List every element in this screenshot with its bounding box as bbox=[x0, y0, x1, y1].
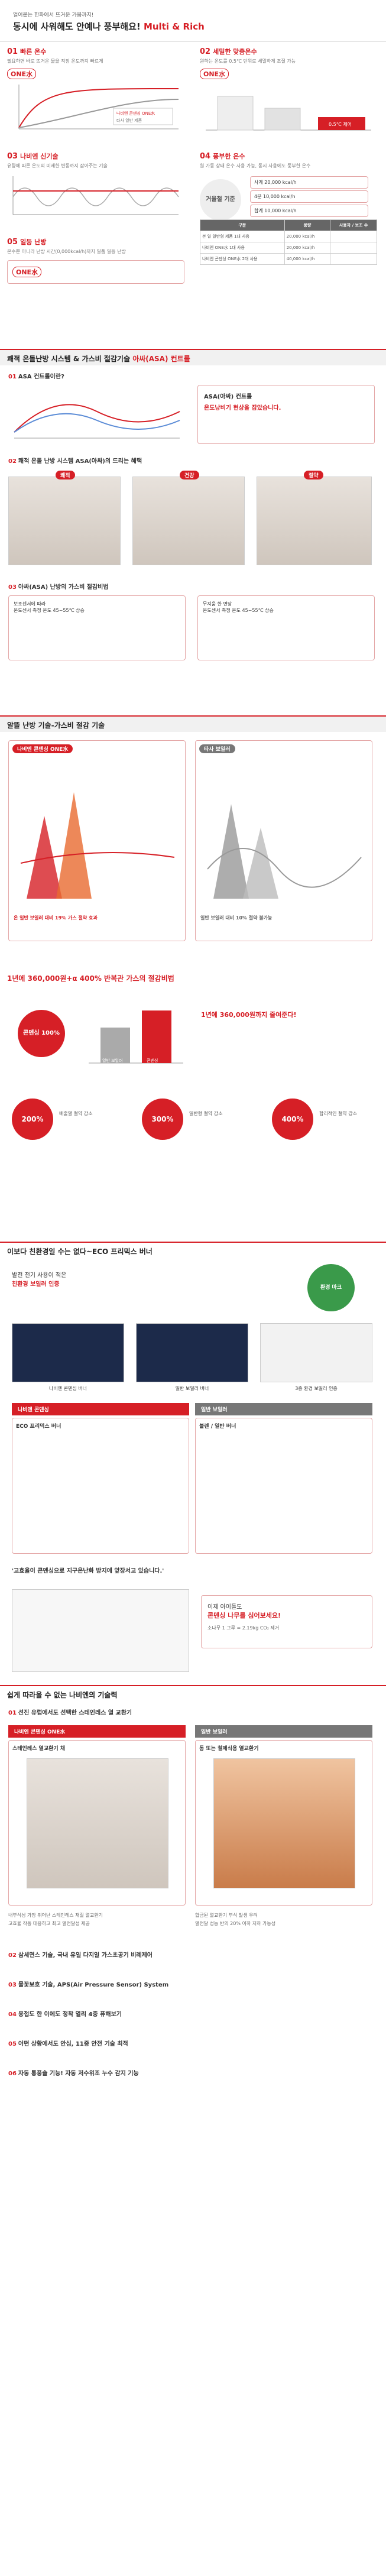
tech-header: 쉽게 따라올 수 없는 나비엔의 기술력 bbox=[0, 1685, 386, 1702]
asa-s3-title: 03 아싸(ASA) 난방의 가스비 절감비법 bbox=[8, 584, 109, 591]
room-illustration-3 bbox=[257, 477, 372, 565]
gas-header: 알뜰 난방 기술-가스비 절감 기술 bbox=[0, 715, 386, 732]
asa-curve bbox=[14, 404, 180, 439]
intro-accent: Multi & Rich bbox=[143, 21, 205, 32]
tech-item-02: 02 삼세면스 기술, 국내 유일 다지일 가스초공기 비례제어 bbox=[8, 1952, 153, 1959]
tab-navien-condensing[interactable]: 나비엔 콘덴싱 bbox=[12, 1403, 189, 1415]
eco-quote: '고효율이 콘덴싱으로 지구온난화 방지에 앞장서고 있습니다.' bbox=[12, 1568, 164, 1574]
saving-bar-0-label: 일반 보일러 bbox=[102, 1058, 122, 1063]
eco-right-box: 블렌 / 일반 버너 bbox=[195, 1418, 372, 1554]
eco-section: 이보다 친환경일 수는 없다~ECO 프리믹스 버너 발전 전기 사용이 적은 … bbox=[0, 1242, 386, 1685]
line-navien bbox=[18, 88, 179, 128]
tag-health: 건강 bbox=[180, 471, 199, 479]
asa-s1-title: 01 ASA 컨트롤이란? bbox=[8, 374, 64, 380]
tag-comfort: 쾌적 bbox=[56, 471, 75, 479]
hot-water-speed-chart: 나비엔 콘덴싱 ONE水 타사 일반 제품 bbox=[18, 84, 179, 129]
saving-bar-1-label: 콘덴싱 bbox=[147, 1058, 158, 1063]
table-row: 나비엔 콘덴싱 ONE水 2대 사용 40,000 kcal/h bbox=[200, 253, 377, 265]
eco-left-box: ECO 프리믹스 버너 bbox=[12, 1418, 189, 1554]
asa-box-a: 보조센서에 따라 온도센서 측정 온도 45~55℃ 상승 bbox=[8, 595, 186, 660]
bar-other-a bbox=[217, 96, 254, 131]
intro-headline: 동시에 사워해도 안예나 풍부해요! Multi & Rich bbox=[13, 21, 205, 32]
tech-tab-general[interactable]: 일반 보일러 bbox=[195, 1725, 372, 1738]
eco-header: 이보다 친환경일 수는 없다~ECO 프리믹스 버너 bbox=[0, 1242, 386, 1258]
eco-product-photo bbox=[12, 1589, 189, 1672]
bar-badge: 0.5℃ 제어 bbox=[329, 121, 352, 127]
tech-item-05: 05 어떤 상황에서도 안심, 11중 안전 기술 최적 bbox=[8, 2041, 128, 2047]
copper-exchanger-photo bbox=[213, 1758, 355, 1888]
asa-header: 쾌적 온돌난방 시스템 & 가스비 절감기술 아싸(ASA) 컨트롤 bbox=[0, 349, 386, 365]
saving-bar-0 bbox=[100, 1028, 130, 1063]
saving-header: 1년에 360,000원+α 400% 반복관 가스의 절감비법 bbox=[0, 970, 386, 986]
tech-right-box: 동 또는 철제식용 열교환기 bbox=[195, 1740, 372, 1906]
temp-label: 거울철 기준 bbox=[200, 179, 241, 221]
tag-saving: 절약 bbox=[304, 471, 323, 479]
gas-right-panel: 타사 보일러 일반 보일러 대비 10% 절약 불가능 bbox=[195, 740, 372, 941]
saving-circle-200: 200% bbox=[12, 1099, 53, 1140]
temperature-control-chart: 0.5℃ 제어 bbox=[206, 96, 371, 131]
eco-banner: 이제 아이들도 콘덴싱 나무를 심어보세요! 소나무 1 그루 = 2.19kg… bbox=[201, 1595, 372, 1648]
capacity-table: 구분 용량 사용자 / 보조 수 본 일 일반형 제품 1대 사용 20,000… bbox=[200, 219, 377, 265]
features-grid: 01 빠른 온수 필요하면 바로 뜨거운 물을 적정 온도까지 빠르게 ONE水 … bbox=[0, 41, 386, 349]
burner-photo-1 bbox=[12, 1323, 124, 1382]
tech-item-01: 01 선진 유럽에서도 선택한 스테인레스 열 교환기 bbox=[8, 1710, 132, 1716]
tech-item-06: 06 자동 통풍슬 기능! 자동 저수위조 누수 감지 기능 bbox=[8, 2070, 139, 2077]
intro-subline: 얼어붙는 한파에서 뜨거운 가뭄까지! bbox=[13, 12, 94, 18]
gas-left-panel: 나비엔 콘덴싱 ONE水 온 일반 보일러 대비 19% 가스 절약 효과 bbox=[8, 740, 186, 941]
gas-left-chart bbox=[20, 792, 175, 899]
brand-logo: ONE水 bbox=[7, 68, 37, 79]
heat-circle-2: 4분 10,000 kcal/h bbox=[250, 190, 368, 203]
tech-stability-chart bbox=[12, 176, 179, 215]
legend-navien: 나비엔 콘덴싱 ONE水 bbox=[116, 111, 155, 116]
intro-section: 얼어붙는 한파에서 뜨거운 가뭄까지! 동시에 사워해도 안예나 풍부해요! M… bbox=[0, 0, 386, 41]
saving-big-circle: 콘덴싱 100% bbox=[18, 1010, 65, 1057]
legend-other: 타사 일반 제품 bbox=[116, 118, 142, 123]
table-row: 본 일 일반형 제품 1대 사용 20,000 kcal/h bbox=[200, 231, 377, 242]
room-illustration-1 bbox=[8, 477, 121, 565]
line-other bbox=[18, 98, 179, 128]
heat-circle-3: 합계 10,000 kcal/h bbox=[250, 204, 368, 217]
tab-general-boiler[interactable]: 일반 보일러 bbox=[195, 1403, 372, 1415]
brand-logo: ONE水 bbox=[12, 266, 42, 277]
brand-logo: ONE水 bbox=[200, 68, 229, 79]
burner-photo-2 bbox=[136, 1323, 248, 1382]
burner-photo-3 bbox=[260, 1323, 372, 1382]
eco-mark-badge: 환경 마크 bbox=[307, 1264, 355, 1311]
saving-circle-300: 300% bbox=[142, 1099, 183, 1140]
asa-box: ASA(아싸) 컨트롤 온도낭비기 현상을 잡았습니다. bbox=[197, 385, 375, 444]
tech-item-03: 03 물꽃보호 기술, APS(Air Pressure Sensor) Syst… bbox=[8, 1982, 169, 1988]
tech-left-box: 스테인레스 열교환기 채 bbox=[8, 1740, 186, 1906]
asa-s2-title: 02 쾌적 온돌 난방 시스템 ASA(아싸)의 드리는 혜택 bbox=[8, 458, 142, 465]
bar-navien bbox=[318, 116, 365, 130]
saving-circle-400: 400% bbox=[272, 1099, 313, 1140]
heat-circle-1: 사계 20,000 kcal/h bbox=[250, 176, 368, 189]
gas-right-chart bbox=[207, 804, 362, 899]
feature-01: 01 빠른 온수 필요하면 바로 뜨거운 물을 적정 온도까지 빠르게 ONE水 … bbox=[7, 47, 184, 137]
table-row: 나비엔 ONE水 1대 사용 20,000 kcal/h bbox=[200, 242, 377, 254]
feature-04: 04 풍부한 온수 원 가동 상태 온수 사용 가능, 동시 사용에도 풍부한 온… bbox=[200, 151, 377, 226]
saving-bar-1 bbox=[142, 1010, 171, 1063]
saving-highlight: 1년에 360,000원까지 줄여준다! bbox=[201, 1011, 297, 1019]
tech-tab-navien[interactable]: 나비엔 콘덴싱 ONE水 bbox=[8, 1725, 186, 1738]
room-illustration-2 bbox=[132, 477, 245, 565]
gas-saving-section: 알뜰 난방 기술-가스비 절감 기술 나비엔 콘덴싱 ONE水 온 일반 보일러… bbox=[0, 715, 386, 970]
feature-03: 03 나비엔 신기술 유량에 따른 온도의 미세한 변동까지 잡아주는 기술 bbox=[7, 151, 184, 222]
asa-section: 쾌적 온돌난방 시스템 & 가스비 절감기술 아싸(ASA) 컨트롤 01 ASA… bbox=[0, 349, 386, 715]
bar-other-b bbox=[264, 108, 301, 131]
feature-02: 02 세밀한 맞춤온수 원하는 온도를 0.5℃ 단위로 세밀하게 조절 가능 O… bbox=[200, 47, 377, 137]
tech-section: 쉽게 따라올 수 없는 나비엔의 기술력 01 선진 유럽에서도 선택한 스테인레… bbox=[0, 1685, 386, 2572]
heat-exchanger-photo bbox=[27, 1758, 168, 1888]
saving-bar-chart: 일반 보일러 콘덴싱 bbox=[89, 1010, 183, 1064]
saving-section: 1년에 360,000원+α 400% 반복관 가스의 절감비법 콘덴싱 100… bbox=[0, 970, 386, 1242]
asa-box-b: 무지움 한 면당 온도센서 측정 온도 45~55℃ 상승 bbox=[197, 595, 375, 660]
tech-item-04: 04 용접도 한 이에도 정착 열리 4중 퓨해보기 bbox=[8, 2011, 122, 2018]
feature-05: 05 일등 난방 온수뿐 아니라 난방 시간(0,000kcal/h)까지 일품 … bbox=[7, 237, 184, 284]
